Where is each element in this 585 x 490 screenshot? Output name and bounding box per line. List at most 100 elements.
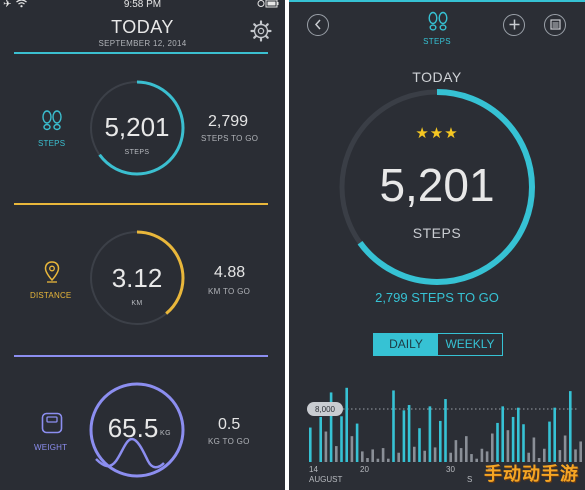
- day-bar: [470, 454, 473, 462]
- back-button[interactable]: [307, 14, 329, 36]
- footprints-icon: [42, 110, 62, 131]
- screen-title: STEPS: [423, 37, 451, 46]
- tick-label: 5: [488, 465, 493, 474]
- steps-value: 5,201: [379, 159, 495, 211]
- day-bar: [376, 458, 380, 462]
- tick-label: 14: [309, 465, 318, 474]
- distance-to-go-value: 4.88: [214, 264, 246, 281]
- plus-icon: [509, 19, 519, 30]
- day-bar: [361, 451, 364, 462]
- weekly-tab[interactable]: WEEKLY: [445, 337, 495, 351]
- day-bar: [527, 452, 530, 462]
- steps-progress-ring: [89, 80, 185, 176]
- steps-to-go-value: 2,799: [208, 113, 249, 130]
- day-bar: [543, 448, 546, 462]
- tick-label: 30: [446, 465, 455, 474]
- steps-label: STEPS: [38, 139, 66, 148]
- list-button[interactable]: [544, 14, 566, 36]
- main-progress-ring: [339, 89, 535, 285]
- battery-icon: [257, 0, 279, 10]
- day-bar: [501, 406, 504, 462]
- footprints-icon: [428, 11, 448, 31]
- day-bar: [366, 458, 369, 462]
- airplane-mode-icon: ✈: [3, 0, 12, 10]
- steps-divider: [14, 52, 268, 54]
- weight-to-go-label: KG TO GO: [208, 437, 250, 446]
- day-bar: [475, 458, 478, 462]
- day-bar: [387, 458, 390, 462]
- month-label: AUGUST: [309, 475, 343, 484]
- day-bar: [392, 390, 395, 462]
- day-bar: [413, 446, 416, 462]
- day-bar: [558, 450, 562, 462]
- day-bar: [428, 406, 432, 462]
- daily-steps-bar-chart: 8,000: [307, 387, 582, 462]
- day-bar: [407, 405, 411, 462]
- day-bar: [309, 427, 312, 462]
- day-bar: [569, 391, 572, 462]
- distance-to-go-label: KM TO GO: [208, 287, 251, 296]
- day-bar: [418, 428, 421, 462]
- steps-to-go: 2,799 STEPS TO GO: [375, 290, 499, 305]
- page-date: SEPTEMBER 12, 2014: [98, 39, 187, 48]
- day-bar: [329, 392, 333, 462]
- day-bar: [511, 416, 515, 462]
- top-accent-line: [289, 0, 585, 2]
- day-bar: [444, 399, 447, 462]
- day-bar: [402, 410, 406, 462]
- weight-progress-ring: [89, 382, 185, 478]
- day-bar: [324, 431, 328, 462]
- settings-gear-icon[interactable]: [250, 20, 272, 42]
- day-bar: [439, 420, 442, 462]
- day-bar: [433, 447, 437, 462]
- watermark-logo: 手动动手游: [484, 464, 579, 484]
- day-bar: [355, 423, 359, 462]
- steps-unit: STEPS: [124, 149, 150, 156]
- day-bar: [485, 451, 489, 462]
- day-bar: [465, 436, 468, 462]
- distance-value: 3.12: [111, 263, 163, 293]
- period-toggle[interactable]: DAILY WEEKLY: [373, 333, 503, 356]
- day-bar: [563, 435, 567, 462]
- day-bar: [517, 407, 520, 462]
- chevron-left-icon: [314, 19, 321, 30]
- day-bar: [553, 407, 556, 462]
- day-bar: [381, 448, 385, 462]
- daily-tab[interactable]: DAILY: [374, 334, 438, 355]
- day-bar: [454, 440, 458, 462]
- today-label: TODAY: [412, 69, 462, 85]
- tick-label: 20: [360, 465, 369, 474]
- day-bar: [423, 450, 426, 462]
- goal-label: 8,000: [315, 405, 336, 414]
- day-bar: [579, 441, 582, 462]
- wifi-icon: [16, 0, 27, 10]
- weight-value: 65.5: [107, 413, 159, 443]
- distance-progress-ring: [89, 230, 185, 326]
- month-label: S: [467, 475, 473, 484]
- day-bar: [537, 458, 541, 462]
- status-bar: ✈ 9:58 PM: [0, 0, 285, 12]
- weight-divider: [14, 355, 268, 357]
- day-bar: [496, 422, 499, 462]
- day-bar: [340, 416, 343, 462]
- day-bar: [397, 452, 400, 462]
- goal-badge: [307, 402, 343, 416]
- steps-value: 5,201: [104, 112, 170, 142]
- day-bar: [345, 387, 348, 462]
- scale-icon: [41, 412, 63, 434]
- status-time: 9:58 PM: [123, 0, 162, 10]
- day-bar: [506, 430, 510, 462]
- location-pin-icon: [44, 261, 60, 283]
- day-bar: [449, 452, 452, 462]
- steps-to-go-label: STEPS TO GO: [201, 134, 259, 143]
- list-icon: [549, 19, 561, 30]
- weight-to-go-value: 0.5: [218, 416, 241, 433]
- steps-unit: STEPS: [412, 225, 462, 241]
- day-bar: [522, 424, 525, 462]
- weight-unit: KG: [160, 430, 171, 437]
- add-button[interactable]: [503, 14, 525, 36]
- day-bar: [548, 421, 551, 462]
- day-bar: [459, 448, 463, 462]
- distance-unit: KM: [131, 300, 143, 307]
- day-bar: [574, 449, 577, 462]
